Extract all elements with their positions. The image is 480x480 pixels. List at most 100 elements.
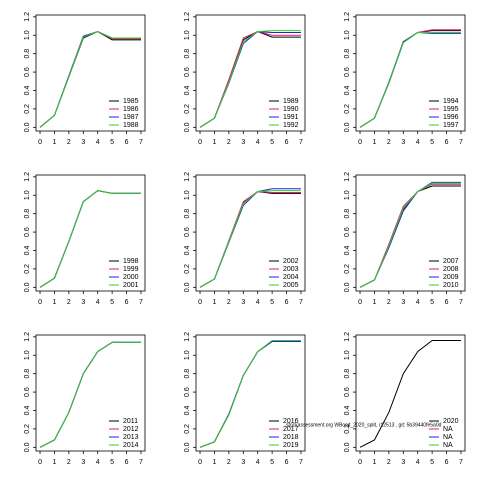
y-tick-label: 1.0 (344, 190, 351, 200)
x-tick-label: 1 (373, 139, 377, 146)
y-tick-label: 0.6 (24, 227, 31, 237)
y-tick-label: 1.2 (184, 332, 191, 342)
series-line (39, 341, 141, 448)
x-tick-label: 3 (241, 299, 245, 306)
y-tick-label: 0.0 (344, 122, 351, 132)
x-tick-label: 0 (198, 299, 202, 306)
y-tick-label: 1.0 (184, 30, 191, 40)
x-tick-label: 7 (139, 299, 143, 306)
x-tick-label: 3 (241, 459, 245, 466)
y-tick-label: 0.6 (344, 387, 351, 397)
y-tick-label: 0.2 (24, 104, 31, 114)
x-tick-label: 6 (125, 299, 129, 306)
x-tick-label: 0 (38, 299, 42, 306)
legend-label: 2005 (283, 282, 299, 289)
y-tick-label: 0.4 (184, 86, 191, 96)
legend-label: 2019 (283, 442, 299, 449)
plot-frame (35, 14, 146, 132)
x-tick-label: 1 (373, 459, 377, 466)
x-tick-label: 1 (53, 299, 57, 306)
plot-frame (355, 14, 466, 132)
legend-label: 1989 (283, 98, 299, 105)
y-tick-label: 0.2 (24, 264, 31, 274)
x-tick-label: 5 (110, 299, 114, 306)
x-tick-label: 7 (459, 299, 463, 306)
y-tick-label: 0.0 (184, 442, 191, 452)
legend-label: 1990 (283, 106, 299, 113)
y-tick-label: 1.2 (24, 332, 31, 342)
x-tick-label: 5 (110, 139, 114, 146)
x-tick-label: 6 (285, 299, 289, 306)
legend-label: 2018 (283, 434, 299, 441)
y-tick-label: 0.2 (344, 104, 351, 114)
legend-label: NA (443, 434, 453, 441)
x-tick-label: 7 (299, 139, 303, 146)
y-tick-label: 1.2 (24, 12, 31, 22)
series-line (359, 31, 461, 128)
y-tick-label: 0.4 (344, 86, 351, 96)
x-tick-label: 5 (430, 459, 434, 466)
legend-label: 2016 (283, 418, 299, 425)
y-tick-label: 0.6 (184, 227, 191, 237)
x-tick-label: 0 (358, 139, 362, 146)
x-tick-label: 4 (256, 299, 260, 306)
x-tick-label: 7 (139, 459, 143, 466)
plot-frame (35, 334, 146, 452)
plot-frame (355, 174, 466, 292)
legend-label: 2009 (443, 274, 459, 281)
x-tick-label: 0 (358, 459, 362, 466)
x-tick-label: 5 (110, 459, 114, 466)
x-tick-label: 6 (285, 459, 289, 466)
legend-label: 2012 (123, 426, 139, 433)
y-tick-label: 1.2 (184, 172, 191, 182)
y-tick-label: 0.0 (344, 442, 351, 452)
x-tick-label: 5 (430, 139, 434, 146)
y-tick-label: 1.2 (344, 12, 351, 22)
y-tick-label: 0.8 (344, 49, 351, 59)
y-tick-label: 1.2 (344, 172, 351, 182)
series-line (359, 340, 461, 448)
y-tick-label: 1.0 (344, 350, 351, 360)
plot-frame (195, 334, 306, 452)
legend-label: 2010 (443, 282, 459, 289)
legend-label: 1985 (123, 98, 139, 105)
legend-label: 2003 (283, 266, 299, 273)
y-tick-label: 0.2 (184, 264, 191, 274)
x-tick-label: 6 (285, 139, 289, 146)
x-tick-label: 2 (227, 459, 231, 466)
x-tick-label: 3 (241, 139, 245, 146)
y-tick-label: 1.2 (344, 332, 351, 342)
legend-label: 2000 (123, 274, 139, 281)
y-tick-label: 0.8 (184, 369, 191, 379)
y-tick-label: 0.2 (24, 424, 31, 434)
y-tick-label: 0.6 (24, 387, 31, 397)
y-tick-label: 0.6 (184, 67, 191, 77)
y-tick-label: 0.4 (24, 246, 31, 256)
legend-label: 2017 (283, 426, 299, 433)
x-tick-label: 0 (198, 139, 202, 146)
x-tick-label: 3 (81, 139, 85, 146)
x-tick-label: 6 (445, 299, 449, 306)
y-tick-label: 0.6 (24, 67, 31, 77)
y-tick-label: 0.8 (24, 369, 31, 379)
legend-label: 1988 (123, 122, 139, 129)
y-tick-label: 0.6 (344, 67, 351, 77)
y-tick-label: 0.0 (344, 282, 351, 292)
x-tick-label: 2 (387, 299, 391, 306)
x-tick-label: 1 (53, 139, 57, 146)
x-tick-label: 1 (373, 299, 377, 306)
series-line (199, 30, 301, 128)
y-tick-label: 1.0 (24, 190, 31, 200)
y-tick-label: 0.8 (344, 369, 351, 379)
y-tick-label: 0.8 (24, 49, 31, 59)
legend-label: 2014 (123, 442, 139, 449)
y-tick-label: 0.0 (184, 282, 191, 292)
legend-label: NA (443, 442, 453, 449)
y-tick-label: 0.2 (344, 264, 351, 274)
legend-label: 1991 (283, 114, 299, 121)
legend-label: 1998 (123, 258, 139, 265)
legend-label: 2020 (443, 418, 459, 425)
x-tick-label: 4 (96, 299, 100, 306)
y-tick-label: 0.0 (184, 122, 191, 132)
